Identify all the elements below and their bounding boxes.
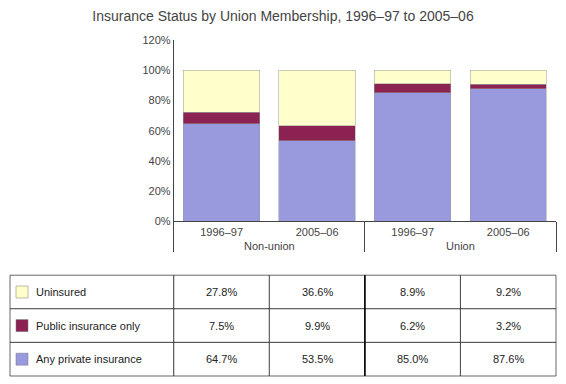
svg-text:Any private insurance: Any private insurance xyxy=(36,353,142,365)
svg-text:Insurance Status by Union Memb: Insurance Status by Union Membership, 19… xyxy=(92,8,474,24)
svg-text:60%: 60% xyxy=(149,125,171,137)
svg-text:Non-union: Non-union xyxy=(244,240,295,252)
svg-text:3.2%: 3.2% xyxy=(496,320,521,332)
svg-text:2005–06: 2005–06 xyxy=(487,226,530,238)
svg-text:40%: 40% xyxy=(149,155,171,167)
svg-text:Union: Union xyxy=(446,240,475,252)
svg-text:9.2%: 9.2% xyxy=(496,286,521,298)
svg-text:2005–06: 2005–06 xyxy=(296,226,339,238)
svg-text:1996–97: 1996–97 xyxy=(200,226,243,238)
svg-text:8.9%: 8.9% xyxy=(400,286,425,298)
svg-text:Public insurance only: Public insurance only xyxy=(36,320,140,332)
svg-text:1996–97: 1996–97 xyxy=(391,226,434,238)
svg-text:85.0%: 85.0% xyxy=(397,353,428,365)
svg-text:53.5%: 53.5% xyxy=(302,353,333,365)
svg-text:9.9%: 9.9% xyxy=(305,320,330,332)
svg-text:120%: 120% xyxy=(142,34,170,46)
svg-text:87.6%: 87.6% xyxy=(493,353,524,365)
svg-text:0%: 0% xyxy=(155,215,171,227)
svg-text:7.5%: 7.5% xyxy=(209,320,234,332)
svg-text:100%: 100% xyxy=(142,64,170,76)
svg-text:80%: 80% xyxy=(149,94,171,106)
svg-text:6.2%: 6.2% xyxy=(400,320,425,332)
svg-text:27.8%: 27.8% xyxy=(206,286,237,298)
svg-text:36.6%: 36.6% xyxy=(302,286,333,298)
svg-text:Uninsured: Uninsured xyxy=(36,286,86,298)
svg-text:64.7%: 64.7% xyxy=(206,353,237,365)
svg-text:20%: 20% xyxy=(149,185,171,197)
